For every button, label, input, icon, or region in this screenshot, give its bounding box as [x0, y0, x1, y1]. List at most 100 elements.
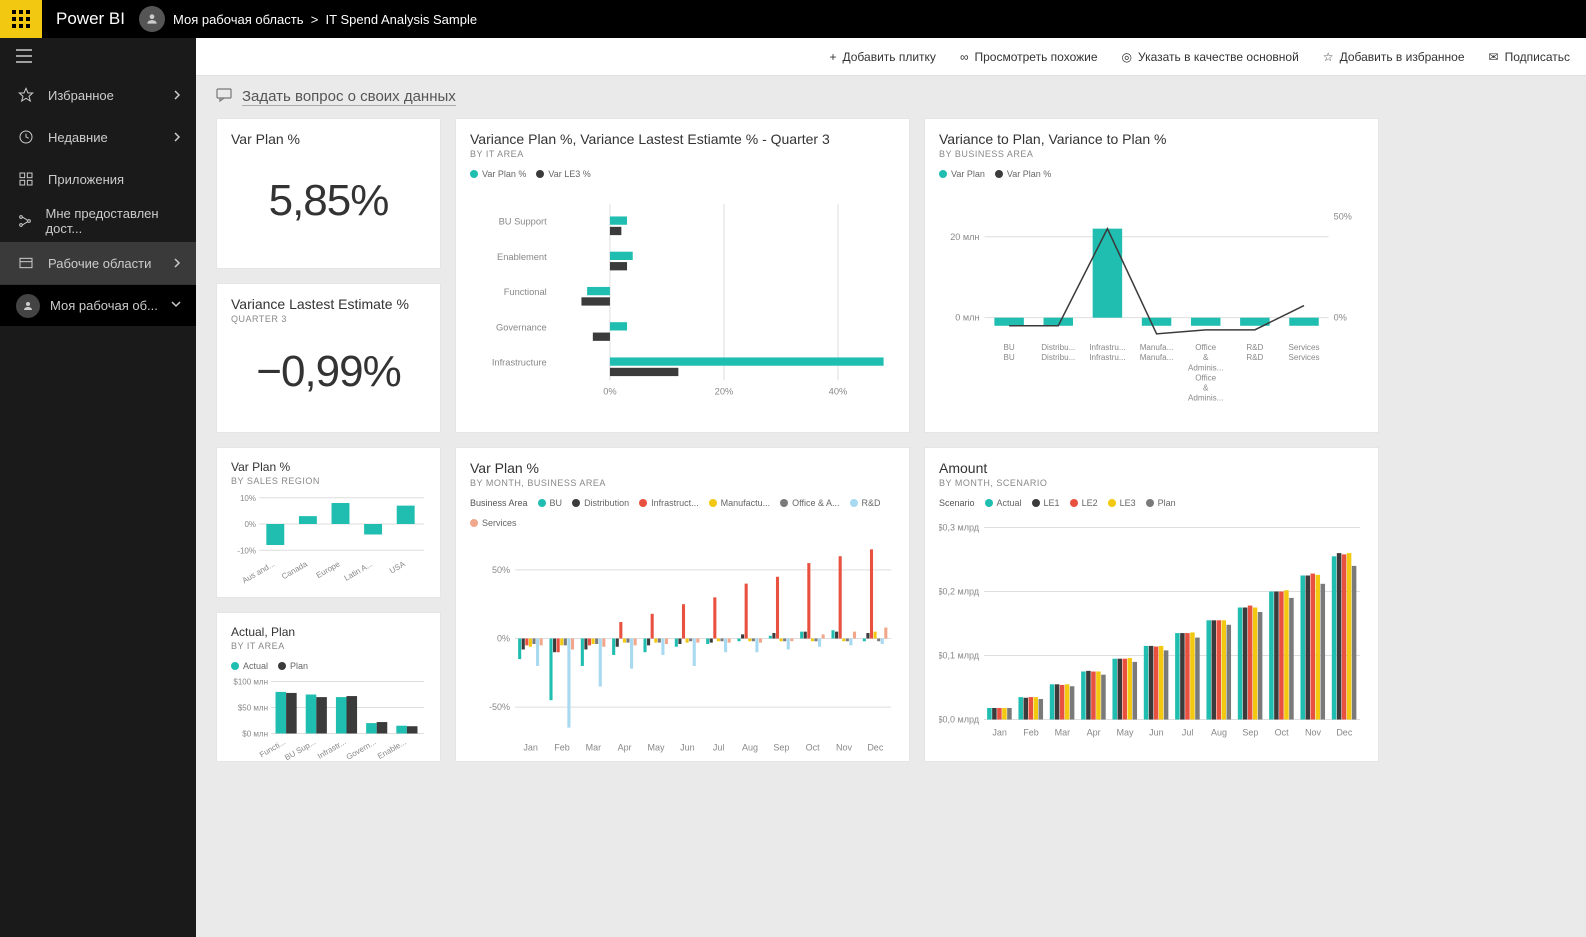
qa-text: Задать вопрос о своих данных [242, 88, 456, 106]
tile-title: Var Plan % [231, 460, 426, 474]
sidebar-item-share[interactable]: Мне предоставлен дост... [0, 200, 196, 242]
svg-text:Distribu...: Distribu... [1041, 343, 1075, 352]
user-avatar[interactable] [139, 6, 165, 32]
sidebar-item-apps[interactable]: Приложения [0, 158, 196, 200]
apps-icon [16, 171, 36, 187]
chart-legend: Business AreaBUDistributionInfrastruct..… [470, 498, 895, 528]
svg-text:-50%: -50% [489, 702, 510, 712]
breadcrumb-workspace[interactable]: Моя рабочая область [173, 12, 304, 27]
kpi-value: −0,99% [231, 324, 426, 421]
chart-legend: Var PlanVar Plan % [939, 169, 1364, 179]
svg-text:Enable...: Enable... [376, 737, 408, 760]
svg-text:R&D: R&D [1246, 353, 1263, 362]
svg-text:$0,2 млрд: $0,2 млрд [939, 587, 980, 597]
tile-title: Variance Plan %, Variance Lastest Estiam… [470, 131, 895, 147]
svg-text:Infrastructure: Infrastructure [492, 358, 547, 368]
tile-sub: BY SALES REGION [231, 476, 426, 486]
breadcrumb[interactable]: Моя рабочая область > IT Spend Analysis … [173, 12, 477, 27]
qa-bar[interactable]: Задать вопрос о своих данных [196, 76, 1586, 118]
svg-text:Distribu...: Distribu... [1041, 353, 1075, 362]
svg-text:Dec: Dec [1336, 728, 1353, 738]
svg-text:Aug: Aug [1211, 728, 1227, 738]
svg-text:20 млн: 20 млн [950, 232, 979, 242]
tile-title: Variance to Plan, Variance to Plan % [939, 131, 1364, 147]
svg-text:BU: BU [1003, 353, 1014, 362]
sidebar-item-clock[interactable]: Недавние [0, 116, 196, 158]
tile-var-plan-month-ba[interactable]: Var Plan % BY MONTH, BUSINESS AREA Busin… [455, 447, 910, 762]
kpi-value: 5,85% [231, 147, 426, 256]
workspaces-icon [16, 255, 36, 271]
subscribe-button[interactable]: ✉Подписатьс [1489, 50, 1570, 64]
svg-text:Sep: Sep [1242, 728, 1258, 738]
svg-text:Jun: Jun [680, 743, 695, 753]
svg-text:Oct: Oct [1275, 728, 1290, 738]
tile-kpi-var-plan[interactable]: Var Plan % 5,85% [216, 118, 441, 269]
star-icon: ☆ [1323, 50, 1334, 64]
svg-text:Nov: Nov [836, 743, 853, 753]
svg-text:BU: BU [1003, 343, 1014, 352]
svg-text:Jun: Jun [1149, 728, 1164, 738]
svg-text:Office: Office [1195, 343, 1216, 352]
svg-text:Aug: Aug [742, 743, 758, 753]
tile-variance-plan-ba[interactable]: Variance to Plan, Variance to Plan % BY … [924, 118, 1379, 433]
svg-text:20%: 20% [715, 387, 734, 397]
svg-text:Manufa...: Manufa... [1140, 343, 1174, 352]
tile-var-plan-region[interactable]: Var Plan % BY SALES REGION 10%0%-10%Aus … [216, 447, 441, 598]
svg-text:0%: 0% [603, 387, 616, 397]
svg-text:Mar: Mar [1055, 728, 1071, 738]
add-tile-button[interactable]: +Добавить плитку [829, 50, 935, 64]
related-icon: ∞ [960, 50, 969, 64]
app-launcher[interactable] [0, 0, 42, 38]
tile-title: Var Plan % [470, 460, 895, 476]
svg-text:Apr: Apr [1087, 728, 1101, 738]
svg-text:Feb: Feb [554, 743, 570, 753]
tile-sub: BY MONTH, BUSINESS AREA [470, 478, 895, 488]
action-bar: +Добавить плитку ∞Просмотреть похожие ◎У… [196, 38, 1586, 76]
chevron-right-icon [172, 88, 182, 103]
svg-text:50%: 50% [1334, 212, 1352, 222]
tile-variance-q3[interactable]: Variance Plan %, Variance Lastest Estiam… [455, 118, 910, 433]
chart-body: $100 млн$50 млн$0 млнFuncti...BU Sup...I… [231, 677, 426, 760]
svg-text:Aus and...: Aus and... [241, 559, 277, 585]
tile-actual-plan-itarea[interactable]: Actual, Plan BY IT AREA ActualPlan $100 … [216, 612, 441, 763]
tile-kpi-var-le[interactable]: Variance Lastest Estimate % QUARTER 3 −0… [216, 283, 441, 434]
hamburger-toggle[interactable] [0, 38, 196, 74]
favorite-button[interactable]: ☆Добавить в избранное [1323, 50, 1465, 64]
tile-sub: QUARTER 3 [231, 314, 426, 324]
mail-icon: ✉ [1489, 50, 1499, 64]
svg-text:Jan: Jan [992, 728, 1007, 738]
svg-text:50%: 50% [492, 565, 510, 575]
svg-text:Latin A...: Latin A... [343, 559, 374, 582]
sidebar-item-star[interactable]: Избранное [0, 74, 196, 116]
svg-text:$100 млн: $100 млн [233, 677, 268, 686]
tile-sub: BY IT AREA [470, 149, 895, 159]
svg-text:Feb: Feb [1023, 728, 1039, 738]
svg-text:$0,3 млрд: $0,3 млрд [939, 523, 980, 533]
target-icon: ◎ [1122, 50, 1132, 64]
svg-text:Governance: Governance [496, 322, 547, 332]
view-related-button[interactable]: ∞Просмотреть похожие [960, 50, 1098, 64]
tile-title: Variance Lastest Estimate % [231, 296, 426, 312]
sidebar-item-workspaces[interactable]: Рабочие области [0, 242, 196, 284]
svg-text:Services: Services [1289, 353, 1320, 362]
svg-text:Adminis...: Adminis... [1188, 363, 1223, 372]
svg-text:Mar: Mar [586, 743, 602, 753]
svg-text:Infrastr...: Infrastr... [316, 737, 347, 760]
svg-text:Enablement: Enablement [497, 252, 547, 262]
svg-text:Govern...: Govern... [345, 737, 378, 760]
tile-sub: BY IT AREA [231, 641, 426, 651]
svg-text:Sep: Sep [773, 743, 789, 753]
svg-text:Services: Services [1289, 343, 1320, 352]
tile-title: Actual, Plan [231, 625, 426, 639]
sidebar-my-workspace[interactable]: Моя рабочая об... [0, 284, 196, 326]
svg-text:Oct: Oct [806, 743, 821, 753]
chat-icon [216, 88, 232, 106]
tile-amount-month-scenario[interactable]: Amount BY MONTH, SCENARIO ScenarioActual… [924, 447, 1379, 762]
set-featured-button[interactable]: ◎Указать в качестве основной [1122, 50, 1299, 64]
chevron-down-icon [170, 298, 182, 313]
star-icon [16, 87, 36, 103]
chart-legend: Var Plan %Var LE3 % [470, 169, 895, 179]
breadcrumb-report[interactable]: IT Spend Analysis Sample [326, 12, 478, 27]
chevron-right-icon [172, 130, 182, 145]
svg-text:Functional: Functional [504, 287, 547, 297]
